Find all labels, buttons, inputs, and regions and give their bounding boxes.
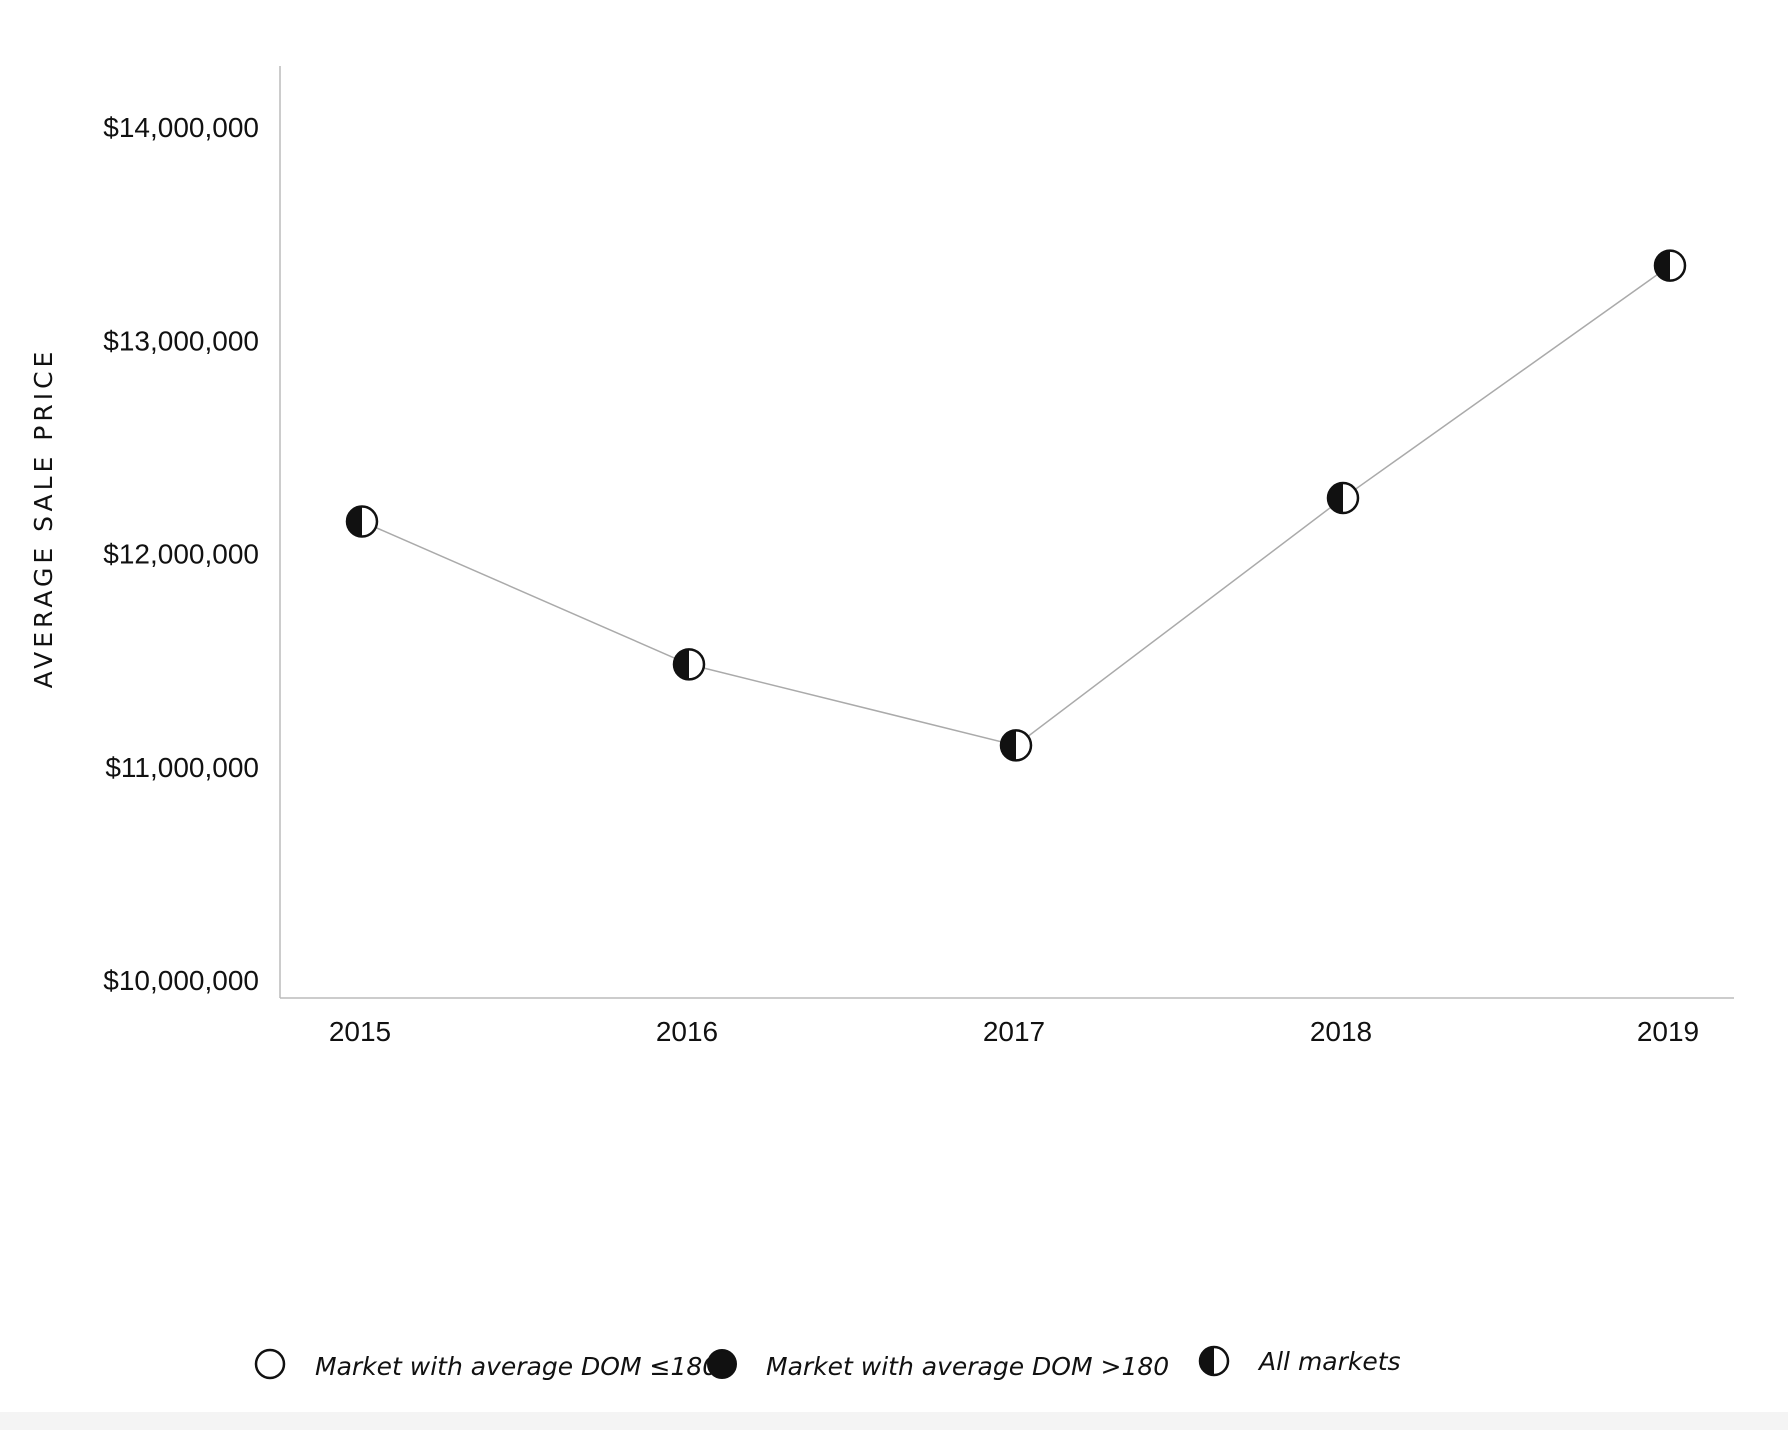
- data-point: [1653, 249, 1687, 282]
- data-point-ring: [672, 648, 706, 681]
- x-tick-label: 2019: [1637, 1016, 1699, 1047]
- data-point-ring: [1326, 481, 1360, 515]
- legend: Market with average DOM ≤180 Market with …: [254, 1345, 1401, 1381]
- legend-marker: [254, 1348, 286, 1380]
- data-point: [345, 505, 379, 538]
- legend-item: Market with average DOM >180: [707, 1349, 1169, 1381]
- legend-item: All markets: [1198, 1345, 1401, 1377]
- x-axis-ticks: 2015 2016 2017 2018 2019: [329, 1016, 1699, 1047]
- y-axis-ticks: $10,000,000 $11,000,000 $12,000,000 $13,000…: [103, 112, 259, 996]
- data-point-half: [1001, 730, 1016, 761]
- legend-label: All markets: [1257, 1347, 1401, 1376]
- y-tick-label: $10,000,000: [103, 965, 259, 996]
- legend-item: Market with average DOM ≤180: [254, 1348, 718, 1381]
- chart-axes: [279, 66, 1734, 999]
- data-point-ring: [345, 505, 379, 538]
- x-tick-label: 2018: [1310, 1016, 1372, 1047]
- data-point-ring: [999, 729, 1033, 762]
- legend-marker-shape: [254, 1348, 286, 1380]
- data-point-half: [1328, 483, 1343, 514]
- data-point-half: [347, 506, 362, 537]
- legend-marker-ring: [1198, 1345, 1230, 1377]
- x-tick-label: 2015: [329, 1016, 391, 1047]
- legend-marker-half: [1200, 1347, 1214, 1375]
- series-group: [345, 249, 1687, 762]
- series-line: [361, 265, 1671, 747]
- legend-marker-shape: [707, 1349, 737, 1379]
- bottom-band: [0, 1412, 1788, 1430]
- legend-marker: [707, 1349, 737, 1379]
- data-point-half: [1655, 250, 1670, 281]
- legend-label: Market with average DOM >180: [766, 1352, 1169, 1381]
- y-tick-label: $14,000,000: [103, 112, 259, 143]
- data-point-ring: [1653, 249, 1687, 282]
- legend-marker: [1198, 1345, 1230, 1377]
- data-point: [672, 648, 706, 681]
- x-tick-label: 2017: [983, 1016, 1045, 1047]
- y-tick-label: $13,000,000: [103, 325, 259, 356]
- data-point-half: [674, 649, 689, 680]
- x-tick-label: 2016: [656, 1016, 718, 1047]
- data-point: [1326, 481, 1360, 515]
- y-tick-label: $12,000,000: [103, 539, 259, 570]
- y-tick-label: $11,000,000: [105, 752, 259, 783]
- data-point: [999, 729, 1033, 762]
- y-axis-title: AVERAGE SALE PRICE: [29, 348, 58, 689]
- legend-label: Market with average DOM ≤180: [315, 1352, 718, 1381]
